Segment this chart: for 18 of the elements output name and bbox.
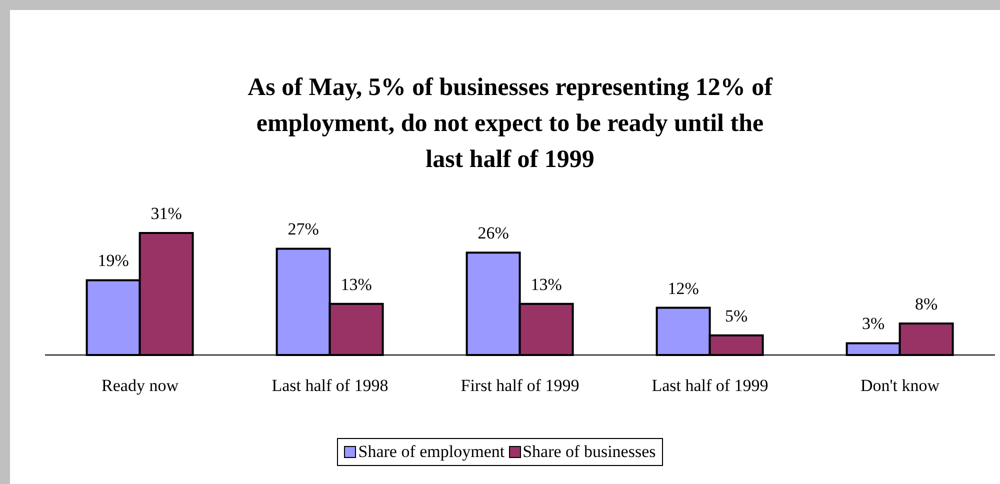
x-tick-label: Last half of 1999	[650, 376, 770, 396]
x-tick-label: Ready now	[100, 376, 180, 396]
data-label: 13%	[530, 274, 562, 294]
chart-title: As of May, 5% of businesses representing 12% of employment, do not expect to be ready until the last half of 1999	[246, 73, 774, 175]
legend-label: Share of employment	[357, 442, 505, 462]
data-label: 13%	[340, 274, 372, 294]
legend-label: Share of businesses	[522, 442, 656, 462]
data-label: 31%	[150, 204, 182, 223]
data-label: 19%	[98, 251, 129, 270]
data-label: 5%	[724, 306, 748, 326]
x-tick-label: Last half of 1998	[270, 376, 390, 396]
data-label: 3%	[862, 314, 885, 334]
x-tick-label: Don't know	[859, 376, 941, 396]
x-tick-label: First half of 1999	[460, 376, 580, 396]
data-label: 12%	[668, 278, 699, 298]
data-label: 27%	[288, 220, 319, 239]
data-label: 26%	[478, 224, 509, 243]
data-label: 8%	[914, 294, 938, 314]
